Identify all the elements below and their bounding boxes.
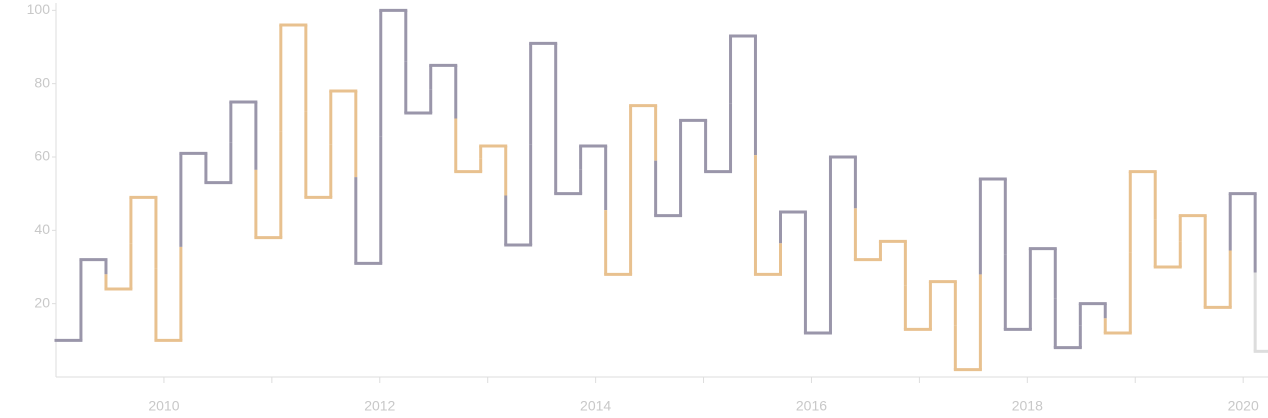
x-tick-label: 2010 [148,398,179,414]
y-tick-label: 80 [34,74,50,90]
x-tick-label: 2020 [1228,398,1259,414]
x-tick-label: 2018 [1012,398,1043,414]
y-tick-label: 40 [34,221,50,237]
x-tick-label: 2014 [580,398,611,414]
x-tick-label: 2012 [364,398,395,414]
x-tick-label: 2016 [796,398,827,414]
y-tick-label: 20 [34,294,50,310]
y-tick-label: 60 [34,148,50,164]
y-tick-label: 100 [27,1,51,17]
